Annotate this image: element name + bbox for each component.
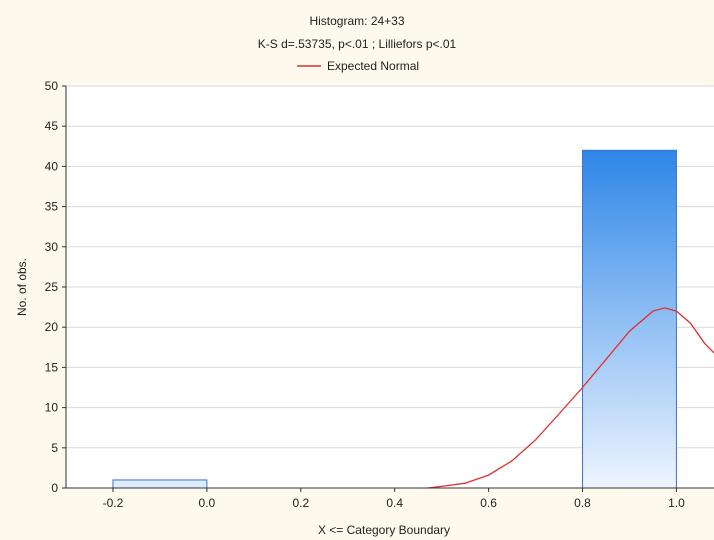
x-axis-label: X <= Category Boundary — [318, 523, 450, 537]
y-tick-label: 15 — [45, 360, 59, 374]
y-tick-label: 50 — [45, 79, 59, 93]
bars-layer — [112, 149, 677, 489]
chart-subtitle: K-S d=.53735, p<.01 ; Lilliefors p<.01 — [258, 37, 457, 51]
y-axis-label: No. of obs. — [15, 258, 29, 316]
x-tick-label: 0.0 — [199, 496, 216, 510]
histogram-bar — [582, 149, 677, 489]
y-tick-label: 35 — [45, 200, 59, 214]
chart-title: Histogram: 24+33 — [309, 14, 404, 28]
y-tick-label: 30 — [45, 240, 59, 254]
x-tick-label: 0.6 — [480, 496, 497, 510]
y-tick-label: 10 — [45, 401, 59, 415]
y-tick-label: 45 — [45, 119, 59, 133]
y-tick-label: 40 — [45, 159, 59, 173]
x-tick-label: 0.4 — [386, 496, 403, 510]
curve-layer — [427, 307, 714, 489]
histogram-bar — [112, 479, 208, 489]
x-tick-label: 0.2 — [292, 496, 309, 510]
x-tick-label: 0.8 — [574, 496, 591, 510]
x-tick-label: 1.0 — [668, 496, 685, 510]
legend-label-expected-normal: Expected Normal — [327, 59, 419, 73]
y-tick-label: 20 — [45, 320, 59, 334]
x-tick-label: -0.2 — [103, 496, 124, 510]
y-tick-label: 25 — [45, 280, 59, 294]
y-tick-label: 5 — [51, 441, 58, 455]
ticks-layer: 0 5 10 15 20 25 30 35 40 45 50 -0.2 0.0 0.2 0.4 0.6 0.8 1… — [45, 79, 685, 510]
expected-normal-curve — [427, 307, 714, 489]
y-tick-label: 0 — [51, 481, 58, 495]
